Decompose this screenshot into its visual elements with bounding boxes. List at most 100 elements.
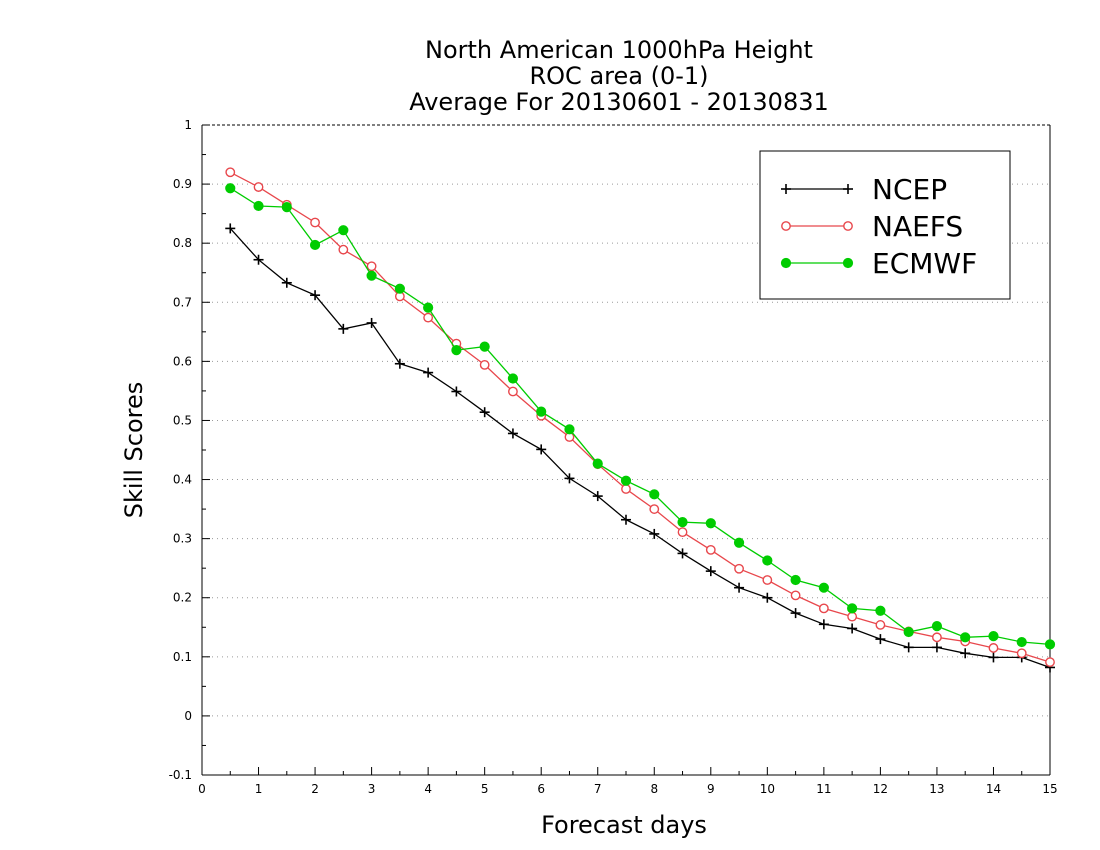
x-tick-label-8: 8: [650, 782, 658, 796]
point-ecmwf-7: [423, 302, 434, 313]
legend-label-naefs: NAEFS: [872, 210, 963, 243]
x-tick-label-12: 12: [873, 782, 888, 796]
point-ncep-25: [931, 642, 942, 653]
series-ecmwf: [225, 183, 1056, 650]
point-ncep-6: [394, 358, 405, 369]
point-ncep-17: [705, 566, 716, 577]
y-tick-label-10: 0.9: [173, 177, 192, 191]
point-naefs-19: [762, 575, 773, 585]
point-naefs-1: [253, 182, 264, 192]
point-ncep-9: [479, 407, 490, 418]
point-ncep-7: [423, 367, 434, 378]
point-ncep-22: [847, 623, 858, 634]
point-ecmwf-28: [1016, 636, 1027, 648]
y-axis-label: Skill Scores: [120, 382, 148, 519]
point-ecmwf-29: [1044, 639, 1056, 650]
point-ecmwf-17: [705, 518, 716, 529]
y-tick-label-9: 0.8: [173, 236, 192, 250]
point-naefs-4: [338, 244, 349, 255]
point-naefs-9: [479, 360, 490, 370]
x-tick-label-0: 0: [198, 782, 206, 796]
point-ecmwf-14: [620, 475, 632, 486]
point-ecmwf-22: [847, 603, 858, 614]
point-ncep-13: [592, 491, 603, 502]
point-naefs-20: [790, 590, 801, 601]
point-ecmwf-5: [366, 270, 377, 281]
y-tick-label-0: -0.1: [169, 768, 192, 782]
point-naefs-15: [649, 504, 660, 514]
point-ecmwf-0: [225, 183, 236, 194]
point-ncep-15: [649, 528, 660, 539]
point-naefs-25: [932, 632, 942, 643]
point-ncep-12: [564, 473, 575, 484]
y-tick-label-11: 1: [184, 118, 192, 132]
chart-title-line-3: Average For 20130601 - 20130831: [409, 88, 829, 116]
point-ecmwf-21: [818, 582, 829, 593]
point-ecmwf-8: [451, 345, 462, 356]
y-tick-label-8: 0.7: [173, 295, 192, 309]
x-tick-label-7: 7: [594, 782, 602, 796]
point-ecmwf-23: [875, 605, 886, 616]
legend-label-ecmwf: ECMWF: [872, 247, 977, 280]
point-ecmwf-3: [309, 239, 321, 251]
chart-title: North American 1000hPa Height ROC area (…: [409, 36, 829, 116]
point-ecmwf-11: [536, 406, 547, 417]
x-tick-label-9: 9: [707, 782, 715, 796]
point-naefs-23: [875, 620, 886, 630]
x-axis-ticks: 0 1 2 3 4 5 6 7 8 9 10 11 12 13 14 15: [198, 767, 1058, 796]
y-tick-label-4: 0.3: [173, 532, 192, 546]
point-ecmwf-27: [988, 631, 999, 642]
point-ecmwf-18: [733, 537, 745, 548]
legend-item-ecmwf: ECMWF: [780, 247, 977, 280]
point-ncep-4: [338, 323, 349, 334]
legend-marker-naefs-start: [781, 221, 791, 231]
point-naefs-29: [1045, 657, 1055, 668]
x-tick-label-13: 13: [929, 782, 944, 796]
point-ecmwf-9: [479, 341, 490, 352]
series-lines: [225, 167, 1056, 673]
legend-marker-naefs-end: [843, 221, 853, 231]
point-ecmwf-1: [253, 200, 264, 212]
point-naefs-27: [988, 643, 999, 653]
legend: NCEP NAEFS ECMWF: [759, 150, 1011, 300]
point-naefs-21: [818, 603, 829, 614]
point-naefs-17: [705, 544, 716, 555]
point-ecmwf-2: [281, 202, 292, 213]
x-tick-label-5: 5: [481, 782, 489, 796]
point-ncep-21: [818, 619, 829, 630]
x-tick-label-6: 6: [537, 782, 545, 796]
point-ecmwf-10: [507, 373, 519, 384]
point-ncep-1: [253, 254, 264, 265]
series-ncep: [225, 223, 1055, 673]
legend-marker-ncep-start: [781, 184, 791, 194]
point-naefs-14: [621, 484, 631, 494]
point-ecmwf-19: [762, 555, 773, 566]
point-ncep-2: [281, 277, 292, 288]
chart-title-line-1: North American 1000hPa Height: [425, 36, 813, 64]
point-ecmwf-13: [592, 458, 603, 469]
point-ecmwf-4: [338, 225, 349, 236]
point-ecmwf-15: [649, 489, 660, 500]
point-ncep-26: [960, 648, 971, 659]
point-naefs-0: [225, 167, 236, 178]
point-ncep-5: [366, 317, 377, 328]
x-tick-label-10: 10: [760, 782, 775, 796]
y-tick-label-3: 0.2: [173, 591, 192, 605]
point-ncep-27: [988, 652, 999, 663]
point-ncep-24: [903, 642, 914, 653]
point-ncep-8: [451, 386, 462, 397]
point-naefs-5: [366, 261, 377, 272]
point-naefs-22: [847, 611, 858, 622]
x-tick-label-3: 3: [368, 782, 376, 796]
point-ecmwf-25: [931, 620, 943, 632]
point-ecmwf-20: [790, 574, 801, 586]
point-ecmwf-6: [394, 283, 405, 294]
point-naefs-7: [423, 312, 434, 323]
y-tick-label-5: 0.4: [173, 473, 192, 487]
x-tick-label-14: 14: [986, 782, 1001, 796]
y-tick-label-2: 0.1: [173, 650, 192, 664]
point-ncep-0: [225, 223, 236, 234]
legend-label-ncep: NCEP: [872, 173, 947, 206]
point-naefs-3: [310, 217, 320, 228]
